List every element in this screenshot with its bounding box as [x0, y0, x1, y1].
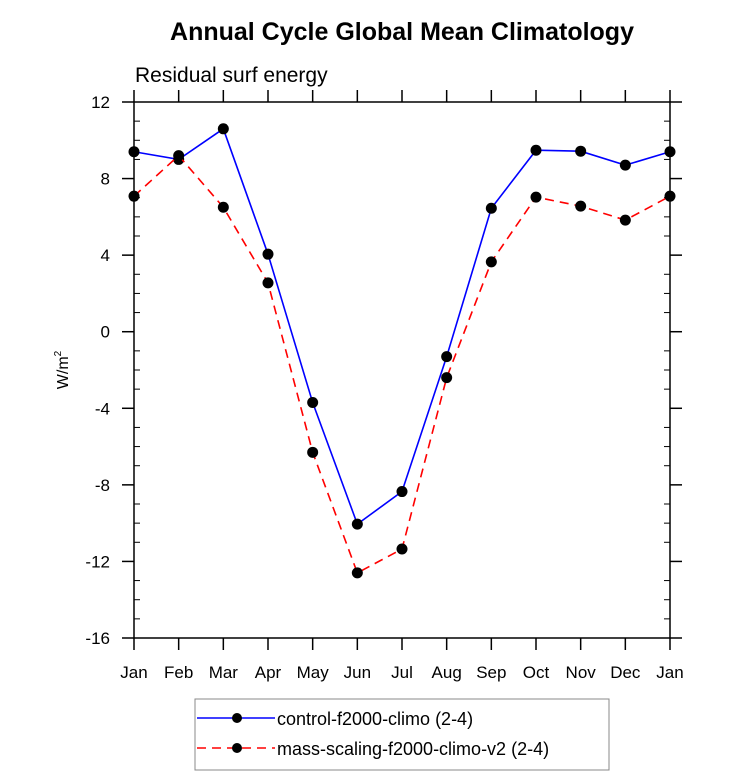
- data-point: [485, 202, 497, 214]
- data-point: [307, 397, 319, 409]
- legend-label: mass-scaling-f2000-climo-v2 (2-4): [277, 739, 549, 759]
- legend-marker: [232, 743, 242, 753]
- x-tick-label: Jun: [344, 663, 371, 682]
- data-point: [664, 190, 676, 202]
- series-line: [133, 127, 671, 526]
- chart-title: Annual Cycle Global Mean Climatology: [170, 18, 634, 46]
- data-point: [575, 200, 587, 212]
- x-tick-label: Jul: [391, 663, 413, 682]
- data-point: [307, 446, 319, 458]
- x-tick-label: Jan: [656, 663, 683, 682]
- y-tick-label: 0: [101, 323, 110, 342]
- y-axis-label-superscript: 2: [53, 350, 64, 356]
- data-point: [351, 518, 363, 530]
- data-point: [530, 144, 542, 156]
- axis-ticks: -16 -12 -8 -4 0 4 8 12 Jan Feb Mar Apr May Jun Jul Aug S…: [85, 90, 684, 682]
- y-tick-label: -16: [85, 629, 110, 648]
- x-tick-label: Nov: [566, 663, 597, 682]
- data-point: [485, 256, 497, 268]
- x-tick-label: May: [297, 663, 330, 682]
- data-point: [351, 567, 363, 579]
- x-tick-label: Oct: [523, 663, 550, 682]
- data-point: [619, 214, 631, 226]
- series-control: [128, 123, 676, 530]
- data-point: [441, 351, 453, 363]
- data-point: [619, 159, 631, 171]
- x-tick-label: Aug: [432, 663, 462, 682]
- y-axis-label-text: W/m: [55, 356, 72, 389]
- y-tick-label: -12: [85, 552, 110, 571]
- legend-label: control-f2000-climo (2-4): [277, 709, 473, 729]
- x-tick-label: Dec: [610, 663, 641, 682]
- plot-axes: [133, 101, 671, 639]
- data-point: [173, 150, 185, 162]
- data-point: [530, 191, 542, 203]
- data-point: [396, 543, 408, 555]
- data-point: [262, 277, 274, 289]
- data-point: [441, 372, 453, 384]
- x-tick-label: Mar: [209, 663, 239, 682]
- legend-box: [194, 698, 610, 771]
- series-mass-scaling: [128, 150, 676, 579]
- y-tick-label: 4: [101, 246, 110, 265]
- x-tick-label: Sep: [476, 663, 506, 682]
- series-layer: [128, 123, 676, 579]
- data-point: [128, 190, 140, 202]
- svg-text:W/m2: W/m2: [53, 350, 72, 389]
- data-point: [575, 145, 587, 157]
- y-tick-label: -8: [95, 476, 110, 495]
- legend-marker: [232, 713, 242, 723]
- y-axis-label: W/m2: [53, 350, 72, 389]
- x-tick-label: Feb: [164, 663, 193, 682]
- x-tick-label: Jan: [120, 663, 147, 682]
- chart-subtitle: Residual surf energy: [135, 64, 328, 87]
- y-tick-label: 8: [101, 170, 110, 189]
- data-point: [664, 146, 676, 158]
- y-tick-label: 12: [91, 93, 110, 112]
- data-point: [262, 248, 274, 260]
- data-point: [217, 201, 229, 213]
- legend: control-f2000-climo (2-4) mass-scaling-f2…: [194, 698, 610, 771]
- series-line: [133, 154, 671, 575]
- data-point: [217, 123, 229, 135]
- x-tick-label: Apr: [255, 663, 282, 682]
- y-tick-label: -4: [95, 399, 110, 418]
- data-point: [128, 146, 140, 158]
- data-point: [396, 486, 408, 498]
- plot-frame: [133, 101, 671, 639]
